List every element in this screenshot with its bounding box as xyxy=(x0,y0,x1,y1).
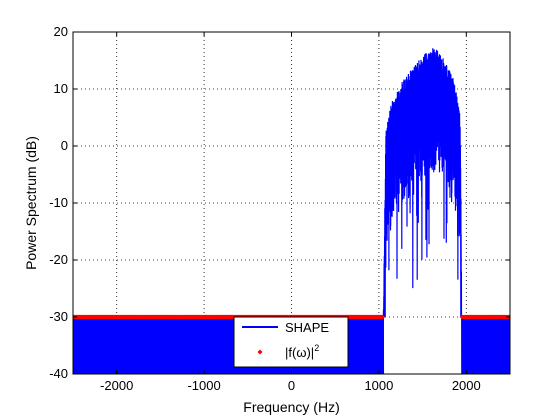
x-tick-label: -1000 xyxy=(187,378,220,393)
x-tick-label: -2000 xyxy=(100,378,133,393)
y-tick-label: -20 xyxy=(49,252,68,267)
x-tick-label: 1000 xyxy=(364,378,393,393)
tick-marks xyxy=(73,31,510,375)
legend-swatch-f-omega xyxy=(257,349,263,355)
y-tick-label: -40 xyxy=(49,366,68,381)
x-tick-labels: -2000 -1000 0 1000 2000 xyxy=(100,378,481,393)
legend-label-shape: SHAPE xyxy=(285,320,329,335)
f-omega-marker xyxy=(380,314,386,320)
legend-box xyxy=(233,316,349,368)
legend-label-f-omega-base: |f(ω)| xyxy=(285,345,314,360)
x-tick-label: 0 xyxy=(288,378,295,393)
y-tick-label: -30 xyxy=(49,309,68,324)
y-tick-label: 10 xyxy=(54,81,68,96)
y-axis-label: Power Spectrum (dB) xyxy=(23,136,39,270)
y-tick-label: 20 xyxy=(54,24,68,39)
y-tick-label: 0 xyxy=(61,138,68,153)
y-tick-label: -10 xyxy=(49,195,68,210)
legend: SHAPE |f(ω)|2 xyxy=(233,316,349,368)
x-tick-label: 2000 xyxy=(452,378,481,393)
x-axis-label: Frequency (Hz) xyxy=(243,399,339,415)
y-tick-labels: -40 -30 -20 -10 0 10 20 xyxy=(49,24,68,381)
legend-label-f-omega: |f(ω)|2 xyxy=(285,343,319,360)
shape-passband-trace xyxy=(382,48,463,374)
legend-label-f-omega-sup: 2 xyxy=(314,343,319,353)
